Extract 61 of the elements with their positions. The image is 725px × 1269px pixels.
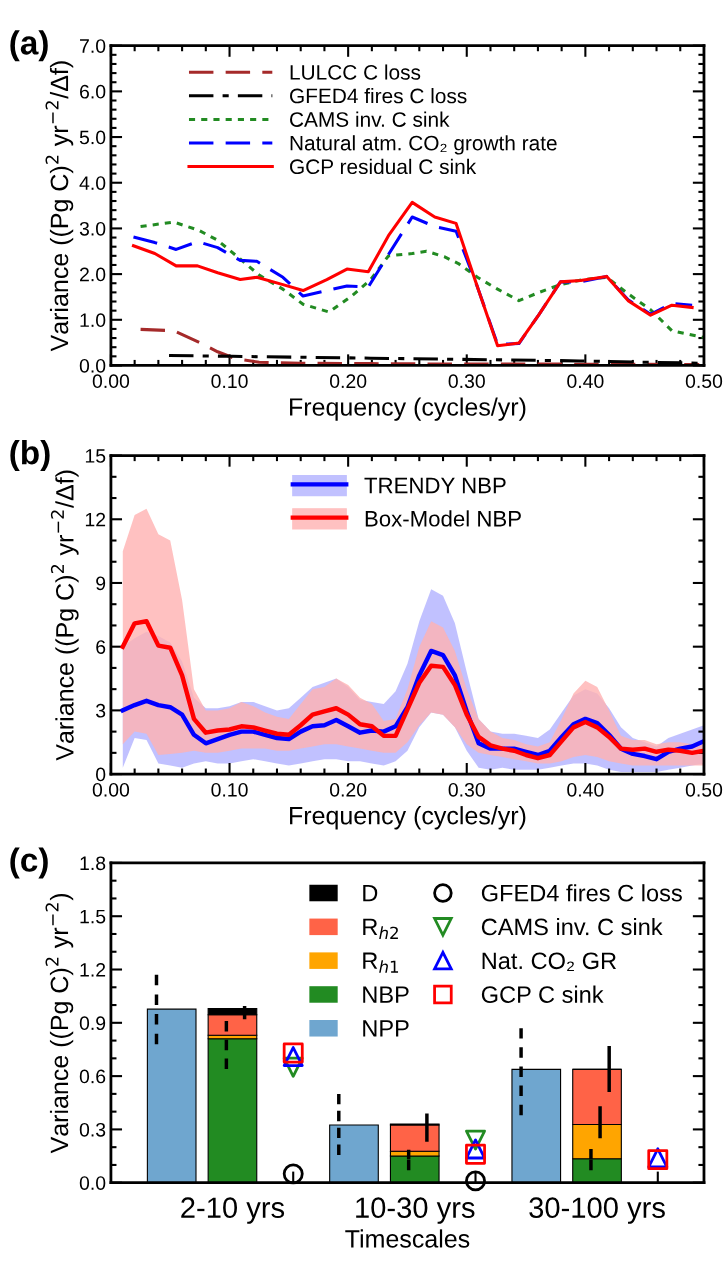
y-tick-label: 3: [95, 703, 106, 718]
x-tick-label: 0.30: [448, 374, 485, 389]
x-tick-label: 0.40: [567, 374, 604, 389]
y-tick-label: 0.6: [79, 1069, 106, 1084]
y-tick-label: 1.5: [80, 909, 106, 924]
chart-title: (a): [10, 30, 48, 62]
x-axis-title: Timescales: [345, 1229, 470, 1248]
y-tick-label: 6.0: [80, 84, 106, 99]
y-axis-title: Variance ((Pg C)$^{2}$ yr$^{−2}$/Δf): [50, 470, 79, 761]
y-tick-label: 3.0: [79, 221, 106, 236]
y-tick-label: 0.9: [79, 1016, 106, 1031]
x-tick-label: 0.20: [329, 782, 367, 797]
legend-label: TRENDY NBP: [364, 477, 506, 494]
x-tick-label: 0.50: [685, 374, 723, 389]
x-tick-label: 2-10 yrs: [181, 1197, 285, 1224]
x-tick-label: 10-30 yrs: [356, 1197, 475, 1224]
legend-label: LULCC C loss: [290, 64, 421, 80]
y-tick-label: 4.0: [79, 176, 106, 190]
x-tick-label: 0.40: [567, 782, 604, 797]
y-tick-label: 2.0: [80, 267, 106, 282]
legend-label: Nat. CO₂ GR: [482, 952, 617, 971]
y-tick-label: 0.3: [79, 1122, 106, 1137]
x-tick-label: 0.00: [92, 374, 130, 389]
x-tick-label: 0.30: [448, 782, 485, 797]
legend-label: R$_{h2}$: [363, 918, 398, 939]
legend-label: NPP: [363, 1020, 409, 1037]
y-tick-label: 15: [85, 449, 106, 463]
chart-title: (c): [10, 847, 48, 879]
x-tick-label: 0.50: [685, 782, 723, 797]
legend-label: D: [363, 885, 378, 902]
y-tick-label: 0.0: [79, 1176, 106, 1190]
x-tick-label: 0.20: [329, 374, 367, 389]
y-axis-title: Variance ((Pg C)$^{2}$ yr$^{−2}$): [45, 893, 74, 1154]
chart-title: (b): [10, 440, 50, 472]
y-tick-label: 5.0: [79, 130, 106, 145]
legend-label: Box-Model NBP: [365, 510, 521, 527]
y-tick-label: 1.0: [80, 313, 106, 328]
legend-label: GFED4 fires C loss: [290, 88, 467, 104]
legend-label: NBP: [363, 986, 409, 1003]
y-tick-label: 0: [96, 767, 106, 782]
legend-label: GFED4 fires C loss: [481, 884, 682, 902]
legend-label: GCP C sink: [481, 985, 604, 1003]
legend-label: R$_{h1}$: [363, 952, 399, 973]
y-tick-label: 12: [85, 512, 106, 527]
legend-label: CAMS inv. C sink: [481, 917, 663, 936]
y-axis-title: Variance ((Pg C)$^{2}$ yr$^{−2}$/Δf): [45, 61, 74, 352]
x-tick-label: 0.00: [92, 782, 130, 797]
y-tick-label: 1.2: [80, 962, 106, 977]
x-tick-label: 30-100 yrs: [529, 1197, 665, 1224]
legend-label: CAMS inv. C sink: [290, 111, 450, 127]
y-tick-label: 9: [96, 576, 106, 591]
y-tick-label: 1.8: [80, 856, 106, 871]
legend-label: GCP residual C sink: [290, 158, 477, 175]
x-axis-title: Frequency (cycles/yr): [290, 806, 526, 830]
x-tick-label: 0.10: [211, 782, 248, 797]
x-axis-title: Frequency (cycles/yr): [290, 397, 526, 421]
y-tick-label: 0.0: [79, 358, 106, 373]
y-tick-label: 6: [96, 640, 106, 654]
legend-label: Natural atm. CO₂ growth rate: [290, 135, 557, 155]
y-tick-label: 7.0: [80, 39, 106, 53]
x-tick-label: 0.10: [211, 374, 248, 389]
